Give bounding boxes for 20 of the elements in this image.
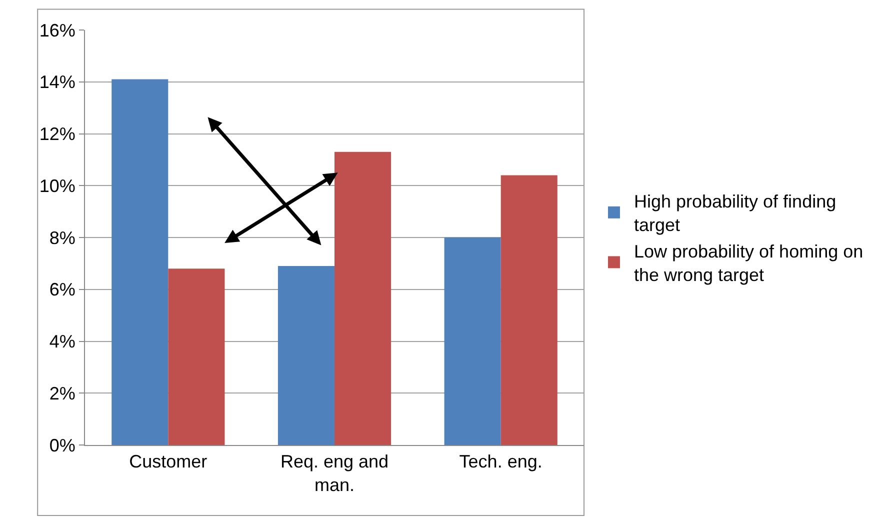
y-tick-label: 8%	[49, 228, 76, 248]
y-tick-label: 4%	[49, 332, 76, 352]
legend-label: High probability of finding target	[634, 192, 836, 236]
bar	[112, 79, 168, 445]
x-tick-label: Customer	[129, 452, 208, 472]
y-tick-label: 14%	[39, 72, 76, 92]
x-tick-label: Tech. eng.	[459, 452, 542, 472]
bar	[500, 175, 558, 445]
y-tick-label: 2%	[49, 383, 76, 404]
y-tick-label: 12%	[39, 124, 76, 144]
bar	[168, 268, 225, 445]
bar	[444, 238, 501, 445]
y-tick-label: 6%	[49, 280, 76, 300]
bar	[278, 266, 334, 445]
y-tick-label: 0%	[49, 435, 76, 456]
y-tick-label: 10%	[39, 176, 76, 196]
bar	[334, 152, 392, 445]
y-tick-label: 16%	[39, 20, 76, 40]
x-tick-label: Req. eng and man.	[280, 452, 389, 495]
legend-label: Low probability of homing on the wrong target	[634, 242, 864, 285]
